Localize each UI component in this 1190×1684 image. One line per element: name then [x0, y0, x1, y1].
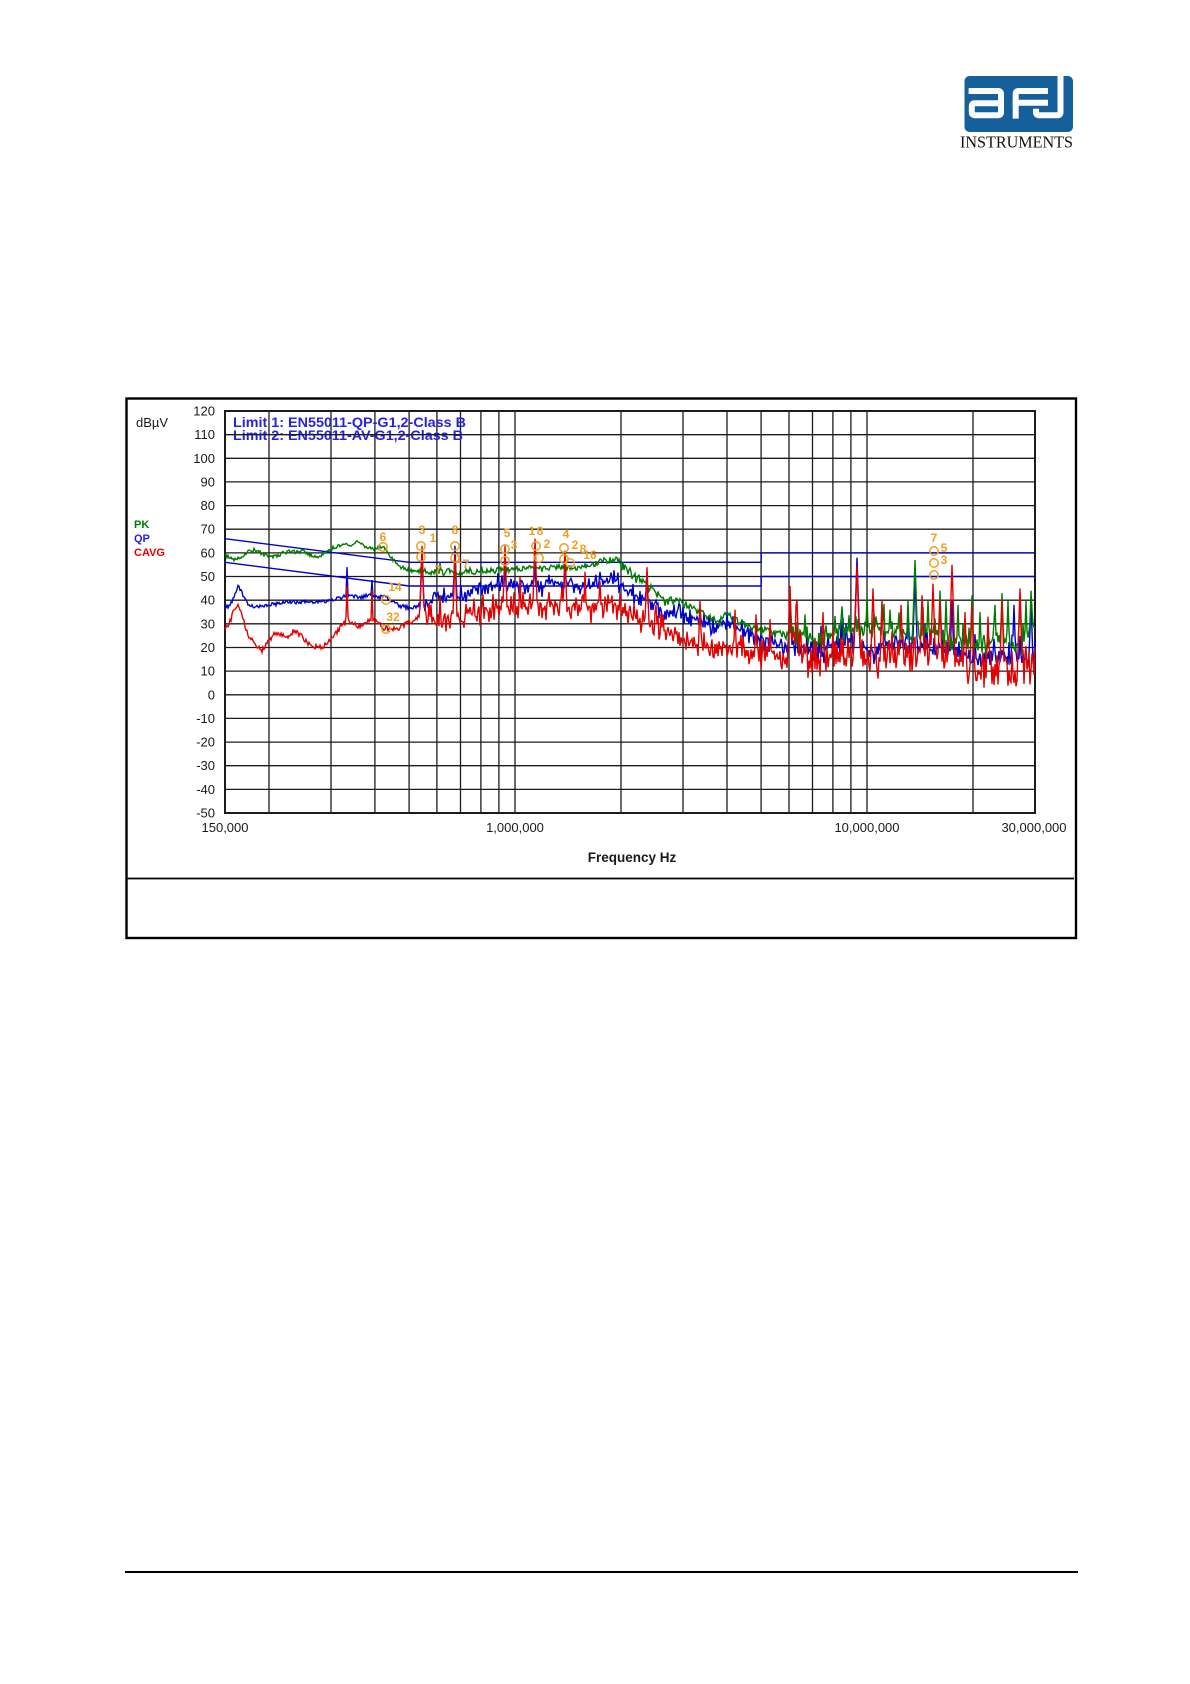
svg-text:-20: -20 — [196, 735, 215, 750]
svg-text:32: 32 — [386, 610, 400, 624]
svg-text:150,000: 150,000 — [202, 820, 249, 835]
svg-text:5: 5 — [504, 526, 511, 540]
svg-text:-10: -10 — [196, 711, 215, 726]
svg-text:0: 0 — [208, 687, 215, 702]
svg-text:QP: QP — [134, 533, 150, 545]
svg-text:2: 2 — [572, 538, 579, 552]
svg-text:7: 7 — [435, 563, 442, 577]
svg-text:Limit 2: EN55011-AV-G1,2-Class: Limit 2: EN55011-AV-G1,2-Class B — [233, 428, 463, 443]
svg-text:1: 1 — [529, 524, 536, 538]
svg-text:8: 8 — [537, 524, 544, 538]
svg-text:1,000,000: 1,000,000 — [486, 820, 544, 835]
svg-text:40: 40 — [201, 593, 215, 608]
svg-text:Frequency Hz: Frequency Hz — [588, 850, 677, 865]
svg-text:10,000,000: 10,000,000 — [834, 820, 899, 835]
svg-text:3: 3 — [419, 523, 426, 537]
svg-text:14: 14 — [388, 580, 402, 594]
svg-text:7: 7 — [463, 557, 470, 571]
svg-text:1: 1 — [456, 552, 463, 566]
svg-text:3: 3 — [941, 553, 948, 567]
svg-text:INSTRUMENTS: INSTRUMENTS — [960, 133, 1073, 152]
svg-text:8: 8 — [452, 523, 459, 537]
svg-text:70: 70 — [201, 522, 215, 537]
svg-text:4: 4 — [563, 527, 570, 541]
svg-text:Limit 1: EN55011-QP-G1,2-Class: Limit 1: EN55011-QP-G1,2-Class B — [233, 415, 466, 430]
svg-text:30,000,000: 30,000,000 — [1001, 820, 1066, 835]
svg-text:-30: -30 — [196, 758, 215, 773]
svg-text:5: 5 — [941, 541, 948, 555]
svg-text:3: 3 — [511, 538, 518, 552]
svg-text:80: 80 — [201, 498, 215, 513]
svg-text:90: 90 — [201, 474, 215, 489]
svg-text:2: 2 — [544, 537, 551, 551]
svg-text:10: 10 — [201, 664, 215, 679]
svg-text:7: 7 — [931, 531, 938, 545]
svg-text:50: 50 — [201, 569, 215, 584]
svg-text:100: 100 — [193, 451, 215, 466]
svg-text:60: 60 — [201, 545, 215, 560]
svg-text:20: 20 — [201, 640, 215, 655]
svg-text:110: 110 — [194, 427, 215, 442]
svg-text:1: 1 — [430, 531, 437, 545]
svg-text:6: 6 — [380, 530, 387, 544]
svg-text:PK: PK — [134, 519, 149, 531]
svg-text:30: 30 — [201, 616, 215, 631]
svg-text:CAVG: CAVG — [134, 547, 165, 559]
svg-text:dBµV: dBµV — [136, 415, 168, 430]
svg-text:120: 120 — [193, 404, 215, 419]
svg-text:8: 8 — [580, 542, 587, 556]
svg-text:16: 16 — [583, 548, 597, 562]
svg-text:-40: -40 — [196, 782, 215, 797]
svg-text:-50: -50 — [196, 806, 215, 821]
